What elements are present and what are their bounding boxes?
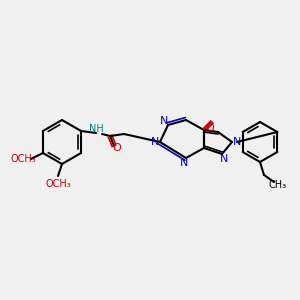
Text: O: O xyxy=(113,143,122,153)
Text: N: N xyxy=(220,154,228,164)
Text: NH: NH xyxy=(89,124,104,134)
Text: N: N xyxy=(180,158,188,168)
Text: CH₃: CH₃ xyxy=(269,180,287,190)
Text: N: N xyxy=(151,137,159,147)
Text: O: O xyxy=(206,123,214,133)
Text: N: N xyxy=(233,137,241,147)
Text: OCH₃: OCH₃ xyxy=(10,154,36,164)
Text: OCH₃: OCH₃ xyxy=(45,179,71,189)
Text: N: N xyxy=(160,116,168,126)
